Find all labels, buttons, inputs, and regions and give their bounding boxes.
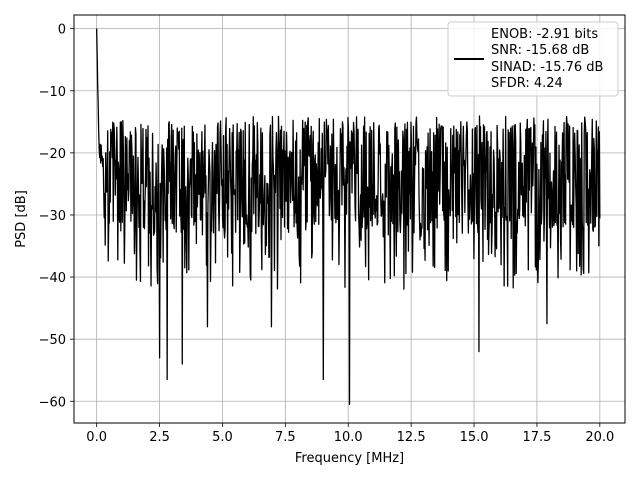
x-tick-label: 7.5 bbox=[275, 430, 296, 445]
legend: ENOB: -2.91 bits SNR: -15.68 dB SINAD: -… bbox=[447, 21, 619, 97]
psd-series-line bbox=[95, 28, 601, 406]
y-tick-label: −10 bbox=[39, 85, 66, 100]
legend-box bbox=[447, 21, 619, 97]
legend-entry-sfdr: SFDR: 4.24 bbox=[491, 76, 563, 91]
x-tick-label: 0.0 bbox=[86, 430, 107, 445]
y-tick-label: −20 bbox=[39, 147, 66, 162]
y-tick-label: 0 bbox=[58, 23, 66, 38]
plot-series bbox=[95, 28, 601, 406]
legend-entry-enob: ENOB: -2.91 bits bbox=[491, 27, 598, 42]
plot-frame bbox=[73, 14, 626, 424]
x-axis: 0.0 2.5 5.0 7.5 10.0 12.5 15.0 17.5 20.0 bbox=[86, 423, 614, 445]
y-tick-label: −40 bbox=[39, 271, 66, 286]
x-tick-label: 20.0 bbox=[585, 430, 614, 445]
x-tick-label: 17.5 bbox=[522, 430, 551, 445]
x-tick-label: 10.0 bbox=[334, 430, 363, 445]
x-tick-label: 2.5 bbox=[149, 430, 170, 445]
legend-entry-snr: SNR: -15.68 dB bbox=[491, 43, 589, 58]
x-tick-label: 5.0 bbox=[212, 430, 233, 445]
x-axis-label: Frequency [MHz] bbox=[295, 451, 404, 466]
y-axis: 0 −10 −20 −30 −40 −50 −60 bbox=[39, 23, 74, 410]
y-tick-label: −50 bbox=[39, 333, 66, 348]
x-tick-label: 15.0 bbox=[460, 430, 489, 445]
y-tick-label: −60 bbox=[39, 395, 66, 410]
y-axis-label: PSD [dB] bbox=[14, 190, 29, 248]
x-tick-label: 12.5 bbox=[397, 430, 426, 445]
legend-entry-sinad: SINAD: -15.76 dB bbox=[491, 60, 603, 75]
y-tick-label: −30 bbox=[39, 209, 66, 224]
